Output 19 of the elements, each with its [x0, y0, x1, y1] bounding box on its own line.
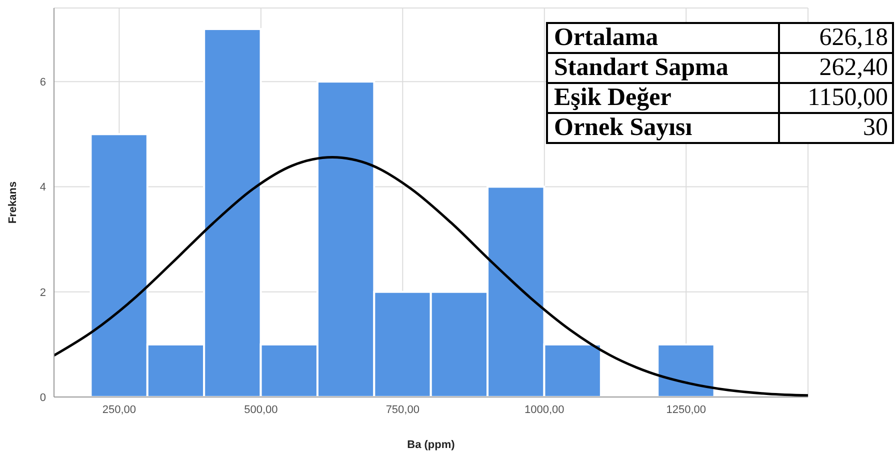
text: 262,40: [779, 53, 893, 83]
x-tick-label: 1000,00: [524, 404, 564, 416]
y-tick-label: 4: [40, 182, 46, 194]
x-tick-label: 250,00: [102, 404, 136, 416]
x-axis-title: Ba (ppm): [407, 439, 456, 451]
annotation: Ornek Sayısı: [547, 113, 779, 143]
y-tick-label: 0: [40, 392, 46, 404]
y-tick-label: 6: [40, 76, 46, 88]
x-tick-label: 750,00: [386, 404, 420, 416]
text: 626,18: [779, 23, 893, 53]
text: 30: [779, 113, 893, 143]
y-tick-label: 2: [40, 286, 46, 299]
x-tick-label: 500,00: [244, 404, 278, 416]
annotation: Eşik Değer: [547, 83, 779, 113]
annotation: 1150,00: [779, 83, 893, 113]
x-tick-label: 1250,00: [666, 404, 706, 416]
y-axis-title: Frekans: [6, 181, 19, 224]
annotation: Ortalama: [547, 23, 779, 53]
annotation: Standart Sapma: [547, 53, 779, 83]
